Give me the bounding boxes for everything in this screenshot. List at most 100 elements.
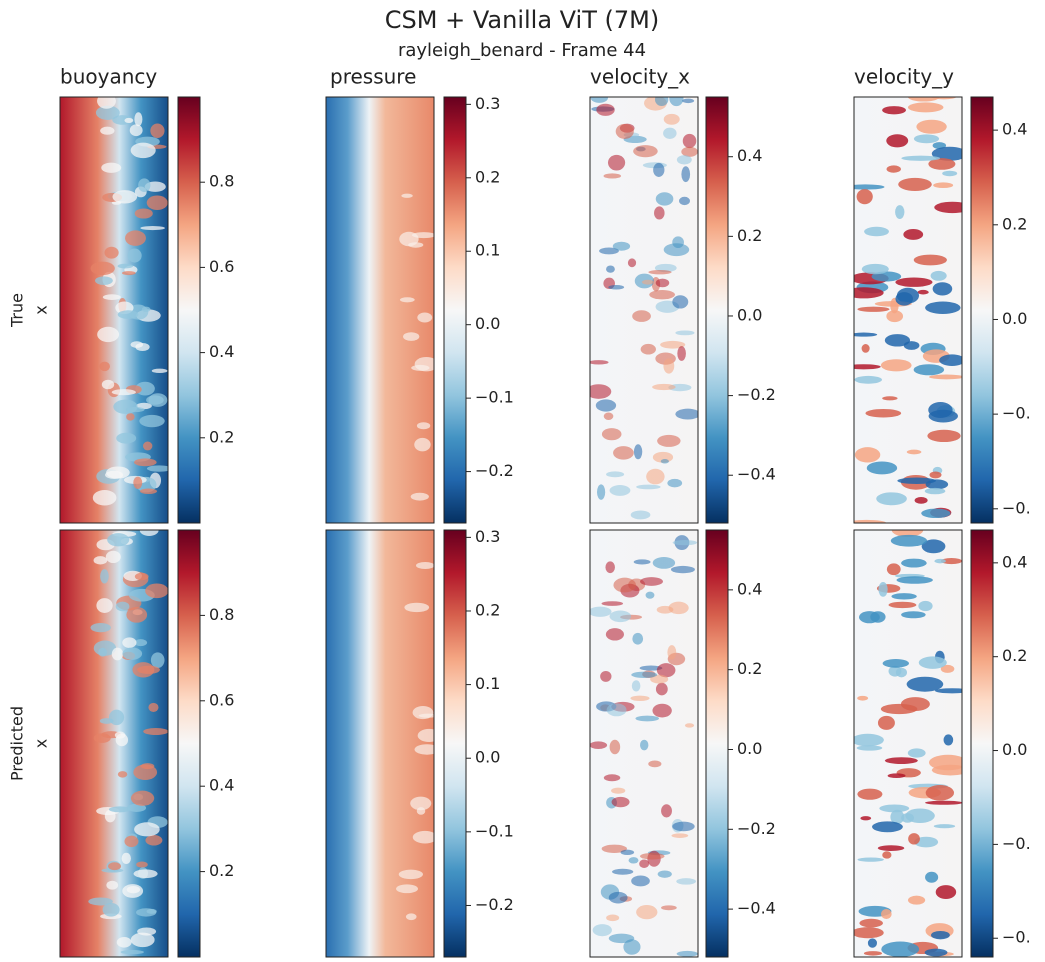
field-image	[60, 97, 168, 523]
field-blob	[886, 310, 904, 323]
colorbar-tick-label: 0.4	[1002, 552, 1027, 571]
colorbar-tick-label: 0.2	[209, 427, 234, 446]
field-blob	[641, 279, 654, 285]
field-blob	[116, 432, 137, 444]
field-blob	[648, 760, 662, 768]
field-blob	[106, 466, 130, 479]
field-blob	[150, 123, 165, 139]
field-blob	[609, 485, 631, 496]
field-blob	[609, 610, 632, 623]
figure-subtitle: rayleigh_benard - Frame 44	[398, 40, 646, 61]
colorbar-tick-label: 0.6	[209, 690, 234, 709]
field-blob	[854, 733, 884, 747]
field-blob	[854, 287, 884, 299]
field-blob	[854, 519, 887, 523]
field-blob	[682, 133, 697, 149]
field-blob	[627, 258, 637, 268]
field-blob	[146, 908, 157, 914]
field-blob	[605, 561, 615, 574]
field-blob	[660, 340, 686, 349]
field-blob	[105, 550, 121, 564]
field-base	[326, 97, 434, 523]
field-blob	[676, 878, 697, 885]
field-image	[326, 530, 434, 957]
field-blob	[934, 688, 962, 694]
colorbar-tick-label: 0.2	[209, 861, 234, 880]
field-blob	[661, 905, 677, 911]
field-blob	[98, 647, 107, 657]
field-blob	[96, 598, 113, 613]
field-blob	[656, 663, 676, 678]
field-blob	[891, 530, 924, 537]
field-blob	[887, 773, 906, 779]
field-blob	[667, 645, 677, 660]
field-blob	[891, 593, 917, 600]
colorbar-tick-label: 0.8	[209, 605, 234, 624]
field-blob	[592, 924, 612, 937]
field-blob	[925, 301, 961, 314]
field-blob	[925, 871, 939, 883]
field-blob	[648, 269, 672, 275]
field-blob	[396, 884, 419, 894]
field-blob	[90, 622, 111, 633]
field-blob	[928, 409, 958, 423]
colorbar	[177, 96, 201, 524]
field-blob	[628, 857, 639, 864]
colorbar-tick-label: 0.3	[475, 527, 500, 546]
field-blob	[930, 270, 947, 281]
field-image	[854, 97, 962, 523]
field-blob	[133, 476, 143, 489]
field-blob	[907, 102, 944, 113]
field-blob	[605, 628, 624, 641]
field-blob	[856, 745, 883, 751]
field-blob	[898, 177, 932, 191]
field-blob	[620, 849, 635, 856]
field-blob	[676, 950, 698, 957]
field-blob	[88, 897, 113, 906]
field-blob	[928, 158, 956, 170]
panel-title: buoyancy	[60, 65, 157, 89]
colorbar-tick-label: −0.2	[737, 819, 776, 838]
field-blob	[145, 583, 168, 599]
field-blob	[606, 471, 625, 478]
field-blob	[398, 869, 423, 880]
field-blob	[633, 444, 643, 460]
field-blob	[99, 718, 114, 724]
colorbar-tick-label: −0.2	[737, 385, 776, 404]
field-blob	[412, 830, 434, 844]
field-blob	[133, 458, 157, 467]
colorbar-tick-label: 0.2	[1002, 646, 1027, 665]
field-blob	[675, 330, 695, 336]
field-blob	[890, 809, 905, 825]
field-blob	[135, 381, 155, 396]
field-blob	[609, 739, 621, 755]
field-blob	[590, 606, 612, 617]
field-blob	[405, 913, 417, 921]
field-blob	[881, 941, 920, 957]
field-blob	[932, 282, 953, 296]
field-blob	[918, 600, 933, 612]
colorbar	[970, 96, 994, 524]
field-blob	[639, 859, 650, 869]
colorbar-tick-label: 0.2	[475, 600, 500, 619]
field-blob	[606, 703, 627, 717]
field-blob	[854, 375, 882, 384]
field-blob	[877, 715, 895, 730]
field-blob	[117, 310, 139, 319]
field-blob	[635, 715, 660, 722]
field-blob	[654, 97, 669, 107]
field-blob	[907, 895, 926, 905]
field-blob	[108, 806, 131, 813]
field-blob	[908, 97, 940, 102]
field-blob	[895, 205, 905, 219]
image-frame	[59, 96, 169, 524]
field-blob	[399, 297, 415, 303]
field-blob	[415, 561, 434, 569]
field-blob	[93, 733, 111, 743]
field-blob	[417, 312, 433, 323]
colorbar-tick-label: 0.0	[475, 748, 500, 767]
field-blob	[646, 468, 665, 485]
field-blob	[139, 530, 159, 536]
field-blob	[880, 359, 912, 372]
